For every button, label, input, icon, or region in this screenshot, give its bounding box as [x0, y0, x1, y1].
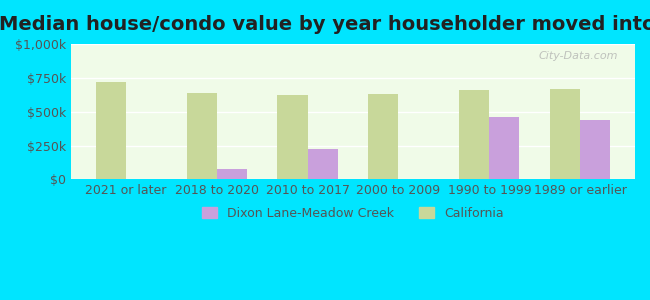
Bar: [216, 169, 246, 179]
Bar: [460, 90, 489, 179]
Bar: [307, 149, 337, 179]
Bar: [551, 89, 580, 179]
Bar: [580, 120, 610, 179]
Bar: [96, 82, 125, 179]
Bar: [489, 117, 519, 179]
Bar: [278, 95, 307, 179]
Legend: Dixon Lane-Meadow Creek, California: Dixon Lane-Meadow Creek, California: [197, 202, 509, 225]
Bar: [187, 93, 216, 179]
Title: Median house/condo value by year householder moved into unit: Median house/condo value by year househo…: [0, 15, 650, 34]
Bar: [369, 94, 398, 179]
Text: City-Data.com: City-Data.com: [539, 51, 618, 61]
